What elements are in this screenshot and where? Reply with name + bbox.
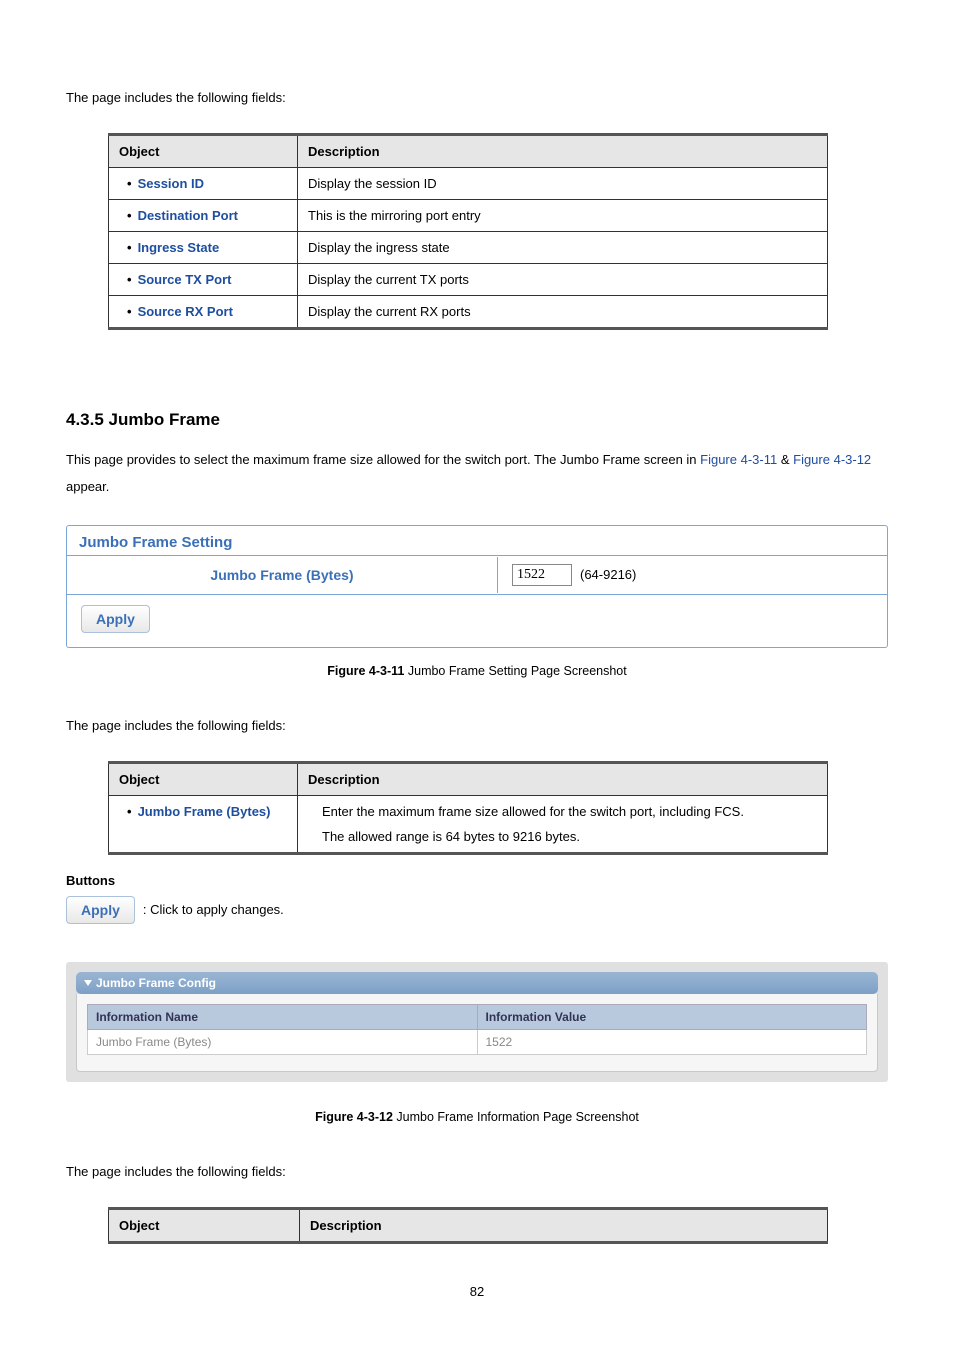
row-rx-port: •Source RX Port <box>109 296 298 329</box>
apply-button-sample[interactable]: Apply <box>66 896 135 924</box>
th-desc: Description <box>298 135 828 168</box>
desc-ingress: Display the ingress state <box>298 232 828 264</box>
figure-caption-11: Figure 4-3-11 Jumbo Frame Setting Page S… <box>66 664 888 678</box>
figure-caption-12: Figure 4-3-12 Jumbo Frame Information Pa… <box>66 1110 888 1124</box>
row-tx-port: •Source TX Port <box>109 264 298 296</box>
fig-link-12[interactable]: Figure 4-3-12 <box>793 452 871 467</box>
caption-t: Jumbo Frame Setting Page Screenshot <box>404 664 626 678</box>
info-col-value: Information Value <box>477 1004 867 1029</box>
th-desc: Description <box>300 1208 828 1242</box>
setting-title: Jumbo Frame Setting <box>67 526 887 556</box>
config-header-text: Jumbo Frame Config <box>96 976 216 990</box>
row-dest-port: •Destination Port <box>109 200 298 232</box>
info-table: Information Name Information Value Jumbo… <box>87 1004 867 1055</box>
config-header[interactable]: Jumbo Frame Config <box>76 972 878 994</box>
jumbo-config-panel: Jumbo Frame Config Information Name Info… <box>66 962 888 1082</box>
apply-desc: : Click to apply changes. <box>143 902 284 917</box>
intro-text-3: The page includes the following fields: <box>66 1164 888 1179</box>
th-object: Object <box>109 135 298 168</box>
fields-table-2: Object Description •Jumbo Frame (Bytes) … <box>108 761 828 855</box>
label-text: Source RX Port <box>138 304 233 319</box>
jumbo-range: (64-9216) <box>580 567 636 582</box>
label-text: Destination Port <box>138 208 238 223</box>
para-a: This page provides to select the maximum… <box>66 452 700 467</box>
row-session-id: •Session ID <box>109 168 298 200</box>
label-text: Jumbo Frame (Bytes) <box>138 804 271 819</box>
jumbo-setting-panel: Jumbo Frame Setting Jumbo Frame (Bytes) … <box>66 525 888 648</box>
desc-line1: Enter the maximum frame size allowed for… <box>308 804 817 829</box>
fields-table-1: Object Description •Session ID Display t… <box>108 133 828 330</box>
label-text: Session ID <box>138 176 204 191</box>
fig-link-11[interactable]: Figure 4-3-11 <box>700 452 777 467</box>
para-b: & <box>777 452 793 467</box>
desc-tx-port: Display the current TX ports <box>298 264 828 296</box>
info-value: 1522 <box>477 1029 867 1054</box>
para-c: appear. <box>66 479 109 494</box>
desc-jumbo-bytes: Enter the maximum frame size allowed for… <box>298 795 828 853</box>
apply-button[interactable]: Apply <box>81 605 150 633</box>
buttons-heading: Buttons <box>66 873 888 888</box>
th-desc: Description <box>298 762 828 795</box>
info-name: Jumbo Frame (Bytes) <box>88 1029 478 1054</box>
intro-text-2: The page includes the following fields: <box>66 718 888 733</box>
caption-b: Figure 4-3-11 <box>327 664 404 678</box>
caption-b: Figure 4-3-12 <box>315 1110 393 1124</box>
desc-line2: The allowed range is 64 bytes to 9216 by… <box>308 829 817 844</box>
row-jumbo-bytes: •Jumbo Frame (Bytes) <box>109 795 298 853</box>
jumbo-bytes-input[interactable] <box>512 564 572 586</box>
page-number: 82 <box>66 1284 888 1299</box>
intro-text-1: The page includes the following fields: <box>66 90 888 105</box>
setting-label: Jumbo Frame (Bytes) <box>67 557 498 593</box>
desc-session-id: Display the session ID <box>298 168 828 200</box>
desc-rx-port: Display the current RX ports <box>298 296 828 329</box>
chevron-down-icon <box>84 980 92 986</box>
desc-dest-port: This is the mirroring port entry <box>298 200 828 232</box>
label-text: Source TX Port <box>138 272 232 287</box>
th-object: Object <box>109 1208 300 1242</box>
fields-table-3: Object Description <box>108 1207 828 1244</box>
row-ingress: •Ingress State <box>109 232 298 264</box>
info-col-name: Information Name <box>88 1004 478 1029</box>
label-text: Ingress State <box>138 240 220 255</box>
th-object: Object <box>109 762 298 795</box>
section-heading: 4.3.5 Jumbo Frame <box>66 410 888 430</box>
caption-t: Jumbo Frame Information Page Screenshot <box>393 1110 639 1124</box>
section-intro: This page provides to select the maximum… <box>66 446 888 501</box>
